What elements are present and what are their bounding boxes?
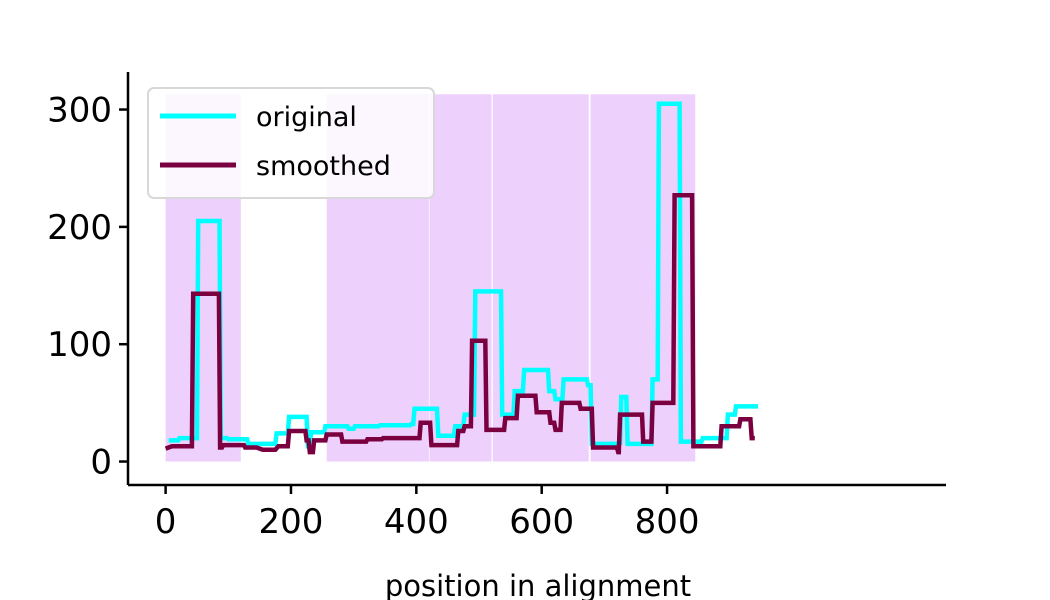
y-tick-label: 300 <box>47 91 112 131</box>
x-tick-label: 400 <box>384 502 449 542</box>
series-line-original <box>168 101 758 449</box>
x-tick-label: 800 <box>635 502 700 542</box>
legend-label-original: original <box>256 102 357 133</box>
y-tick-label: 0 <box>90 443 112 483</box>
x-axis-ticks: 0 200 400 600 800 <box>155 485 700 542</box>
y-tick-label: 100 <box>47 325 112 365</box>
y-tick-label: 200 <box>47 208 112 248</box>
axes <box>126 72 946 487</box>
x-tick-label: 0 <box>155 502 177 542</box>
series-lines <box>164 101 758 455</box>
x-axis-title: position in alignment <box>385 569 691 600</box>
legend-label-smoothed: smoothed <box>256 151 391 182</box>
shaded-region <box>429 94 492 462</box>
y-axis-ticks: 0 100 200 300 <box>47 91 128 483</box>
shaded-region <box>492 94 589 462</box>
x-tick-label: 600 <box>509 502 574 542</box>
x-tick-label: 200 <box>259 502 324 542</box>
series-line-smoothed <box>164 192 755 455</box>
legend: original smoothed <box>147 87 435 199</box>
